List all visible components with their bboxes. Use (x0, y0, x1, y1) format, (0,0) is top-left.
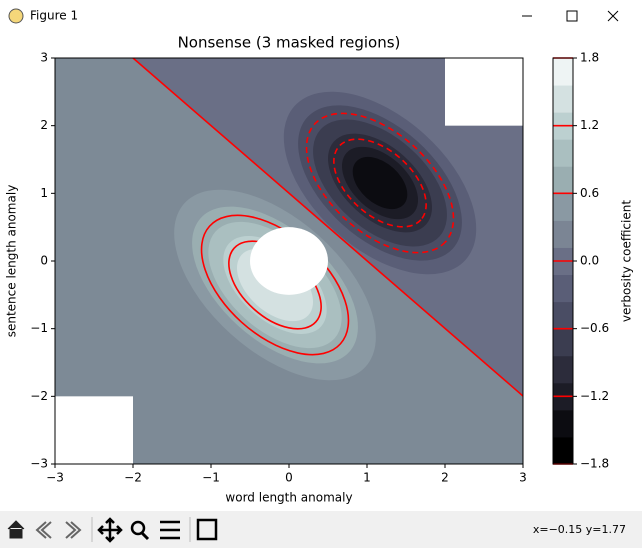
y-tick-label: −2 (30, 389, 48, 403)
colorbar-tick-label: 1.8 (580, 51, 599, 65)
y-axis-label: sentence length anomaly (5, 185, 19, 338)
masked-region (55, 396, 133, 464)
colorbar-band (553, 355, 573, 384)
colorbar-tick-label: 1.2 (580, 118, 599, 132)
window-title: Figure 1 (30, 9, 78, 23)
app-icon (8, 8, 24, 24)
y-tick-label: 2 (40, 118, 48, 132)
y-tick-label: 0 (40, 254, 48, 268)
configure-button[interactable] (160, 520, 180, 540)
colorbar-band (553, 274, 573, 303)
colorbar-tick-label: −1.2 (580, 389, 609, 403)
forward-button[interactable] (65, 521, 82, 539)
colorbar-band (553, 301, 573, 330)
masked-disk (250, 227, 328, 295)
x-tick-label: 3 (519, 471, 527, 485)
back-button[interactable] (35, 521, 52, 539)
colorbar-band (553, 328, 573, 357)
y-tick-label: −3 (30, 457, 48, 471)
zoom-handle (140, 531, 150, 541)
pan-button[interactable] (97, 517, 123, 543)
save-button[interactable] (196, 518, 218, 541)
colorbar-tick-label: 0.0 (580, 254, 599, 268)
close-button[interactable] (607, 10, 619, 22)
home-button[interactable] (7, 520, 25, 539)
plot-frame (54, 57, 524, 465)
colorbar-band (553, 436, 573, 465)
colorbar-band (553, 166, 573, 194)
chart-title: Nonsense (3 masked regions) (178, 34, 401, 52)
colorbar-band (553, 58, 573, 86)
x-tick-label: −3 (46, 471, 64, 485)
colorbar-band (553, 409, 573, 438)
y-tick-label: −1 (30, 321, 48, 335)
x-tick-label: 1 (363, 471, 371, 485)
colorbar-label: verbosity coefficient (620, 200, 634, 322)
x-tick-label: 0 (285, 471, 293, 485)
status-text: x=−0.15 y=1.77 (533, 523, 626, 536)
colorbar-band (553, 220, 573, 248)
masked-region (445, 58, 523, 126)
colorbar-tick-label: −0.6 (580, 321, 609, 335)
x-tick-label: −1 (202, 471, 220, 485)
x-tick-label: −2 (124, 471, 142, 485)
colorbar-tick-label: 0.6 (580, 186, 599, 200)
colorbar-band (553, 85, 573, 113)
title-bar (0, 0, 642, 32)
x-axis-label: word length anomaly (225, 491, 352, 505)
colorbar-band (553, 139, 573, 167)
colorbar-tick-label: −1.8 (580, 457, 609, 471)
x-tick-label: 2 (441, 471, 449, 485)
maximize-button[interactable] (566, 10, 578, 22)
y-tick-label: 3 (40, 51, 48, 65)
y-tick-label: 1 (40, 186, 48, 200)
colorbar-band (553, 193, 573, 221)
zoom-button[interactable] (130, 520, 146, 536)
